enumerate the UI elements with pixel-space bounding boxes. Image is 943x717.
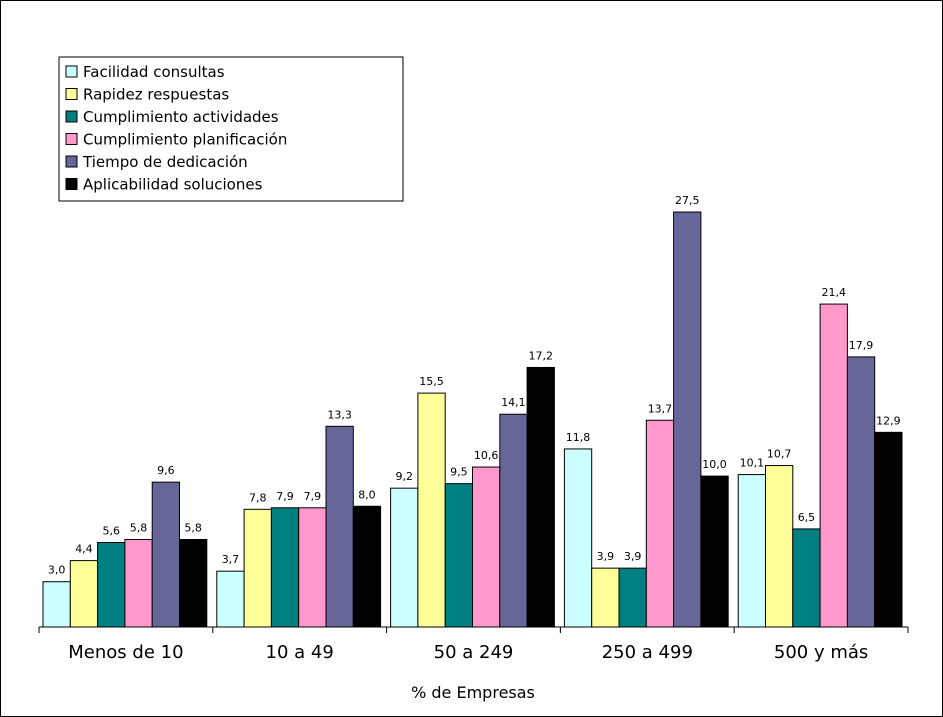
bar-rapidez-respuestas-menos-de-10 (69, 560, 99, 628)
category-label-menos-de-10: Menos de 10 (68, 642, 183, 663)
data-label-aplicabilidad-soluciones-250-a-499: 10,0 (702, 458, 727, 471)
data-label-facilidad-consultas-10-a-49: 3,7 (222, 553, 240, 566)
bar-rapidez-respuestas-50-a-249 (417, 392, 446, 628)
bar-facilidad-consultas-50-a-249 (390, 487, 419, 628)
data-label-rapidez-respuestas-menos-de-10: 4,4 (75, 543, 93, 556)
bar-cumplimiento-planificacion-menos-de-10 (124, 538, 153, 628)
bar-tiempo-de-dedicacion-250-a-499 (673, 211, 702, 628)
bar-aplicabilidad-soluciones-250-a-499 (700, 475, 729, 628)
bar-rapidez-respuestas-10-a-49 (243, 508, 272, 628)
data-label-cumplimiento-planificacion-menos-de-10: 5,8 (130, 521, 148, 534)
bar-aplicabilidad-soluciones-50-a-249 (526, 366, 555, 628)
data-label-facilidad-consultas-50-a-249: 9,2 (396, 470, 414, 483)
bar-facilidad-consultas-10-a-49 (216, 570, 245, 628)
category-label-250-a-499: 250 a 499 (602, 642, 693, 663)
legend-box (58, 56, 404, 202)
data-label-facilidad-consultas-250-a-499: 11,8 (566, 431, 591, 444)
bar-cumplimiento-actividades-500-y-mas (792, 528, 821, 628)
legend-swatch-cumplimiento-planificacion (65, 133, 78, 145)
bar-cumplimiento-actividades-10-a-49 (270, 507, 300, 628)
bar-aplicabilidad-soluciones-menos-de-10 (179, 538, 208, 628)
data-label-tiempo-de-dedicacion-250-a-499: 27,5 (675, 194, 700, 207)
category-labels-group: Menos de 10 10 a 49 50 a 249 250 a 499 500 y… (68, 642, 868, 663)
legend-swatch-facilidad-consultas (65, 65, 78, 78)
data-label-tiempo-de-dedicacion-500-y-mas: 17,9 (849, 339, 874, 352)
bar-aplicabilidad-soluciones-500-y-mas (874, 431, 903, 628)
data-label-cumplimiento-planificacion-250-a-499: 13,7 (648, 402, 673, 415)
data-label-rapidez-respuestas-50-a-249: 15,5 (419, 375, 444, 388)
bar-rapidez-respuestas-250-a-499 (591, 567, 620, 628)
bar-cumplimiento-planificacion-500-y-mas (819, 303, 848, 628)
data-label-tiempo-de-dedicacion-50-a-249: 14,1 (501, 396, 526, 409)
data-labels-group: 3,0 4,4 5,6 5,8 9,6 5,8 3,7 7,8 7,9 7,9 13,3 8,0 9,2… (48, 194, 901, 577)
data-label-tiempo-de-dedicacion-menos-de-10: 9,6 (157, 464, 175, 477)
data-label-aplicabilidad-soluciones-10-a-49: 8,0 (358, 488, 376, 501)
bar-cumplimiento-planificacion-250-a-499 (645, 419, 675, 628)
legend-label-cumplimiento-planificacion: Cumplimiento planificación (83, 131, 287, 149)
data-label-cumplimiento-planificacion-500-y-mas: 21,4 (822, 286, 847, 299)
bars-group (42, 211, 903, 628)
bar-cumplimiento-planificacion-10-a-49 (298, 507, 327, 628)
data-label-facilidad-consultas-500-y-mas: 10,1 (740, 457, 765, 470)
data-label-cumplimiento-planificacion-10-a-49: 7,9 (304, 490, 322, 503)
category-label-500-y-mas: 500 y más (774, 642, 868, 663)
legend-label-aplicabilidad-soluciones: Aplicabilidad soluciones (83, 176, 263, 194)
legend-label-facilidad-consultas: Facilidad consultas (83, 63, 225, 81)
data-label-cumplimiento-planificacion-50-a-249: 10,6 (474, 449, 499, 462)
bar-cumplimiento-planificacion-50-a-249 (472, 466, 501, 628)
data-label-rapidez-respuestas-250-a-499: 3,9 (597, 550, 615, 563)
bar-cumplimiento-actividades-50-a-249 (444, 483, 474, 628)
category-label-10-a-49: 10 a 49 (266, 642, 334, 663)
legend-swatch-tiempo-de-dedicacion (65, 155, 78, 168)
data-label-cumplimiento-actividades-menos-de-10: 5,6 (103, 524, 121, 537)
data-label-facilidad-consultas-menos-de-10: 3,0 (48, 564, 66, 577)
category-label-50-a-249: 50 a 249 (434, 642, 514, 663)
x-axis-title: % de Empresas (411, 683, 535, 702)
data-label-cumplimiento-actividades-50-a-249: 9,5 (450, 466, 468, 479)
bar-tiempo-de-dedicacion-50-a-249 (499, 413, 528, 628)
data-label-aplicabilidad-soluciones-50-a-249: 17,2 (529, 349, 554, 362)
data-label-cumplimiento-actividades-250-a-499: 3,9 (624, 550, 642, 563)
legend-swatch-aplicabilidad-soluciones (65, 178, 78, 190)
data-label-cumplimiento-actividades-10-a-49: 7,9 (276, 490, 294, 503)
legend-swatch-cumplimiento-actividades (65, 110, 78, 123)
legend-label-rapidez-respuestas: Rapidez respuestas (83, 86, 229, 104)
legend-label-cumplimiento-actividades: Cumplimiento actividades (83, 108, 279, 126)
legend: Facilidad consultas Rapidez respuestas Cum… (58, 56, 404, 202)
bar-tiempo-de-dedicacion-menos-de-10 (151, 481, 180, 628)
bar-cumplimiento-actividades-menos-de-10 (97, 541, 126, 628)
bar-tiempo-de-dedicacion-10-a-49 (325, 425, 354, 628)
bar-aplicabilidad-soluciones-10-a-49 (352, 505, 382, 628)
bar-facilidad-consultas-500-y-mas (737, 474, 767, 628)
data-label-cumplimiento-actividades-500-y-mas: 6,5 (798, 511, 816, 524)
legend-label-tiempo-de-dedicacion: Tiempo de dedicación (82, 153, 248, 171)
data-label-rapidez-respuestas-500-y-mas: 10,7 (767, 448, 792, 461)
bar-rapidez-respuestas-500-y-mas (765, 465, 794, 628)
legend-swatch-rapidez-respuestas (65, 88, 78, 100)
data-label-rapidez-respuestas-10-a-49: 7,8 (249, 491, 267, 504)
bar-cumplimiento-actividades-250-a-499 (618, 567, 647, 628)
data-label-aplicabilidad-soluciones-menos-de-10: 5,8 (184, 521, 202, 534)
bar-tiempo-de-dedicacion-500-y-mas (846, 356, 876, 628)
bar-facilidad-consultas-menos-de-10 (42, 581, 71, 628)
data-label-aplicabilidad-soluciones-500-y-mas: 12,9 (876, 414, 901, 427)
bar-facilidad-consultas-250-a-499 (563, 448, 593, 628)
data-label-tiempo-de-dedicacion-10-a-49: 13,3 (327, 408, 352, 421)
x-axis-ticks (38, 627, 909, 633)
